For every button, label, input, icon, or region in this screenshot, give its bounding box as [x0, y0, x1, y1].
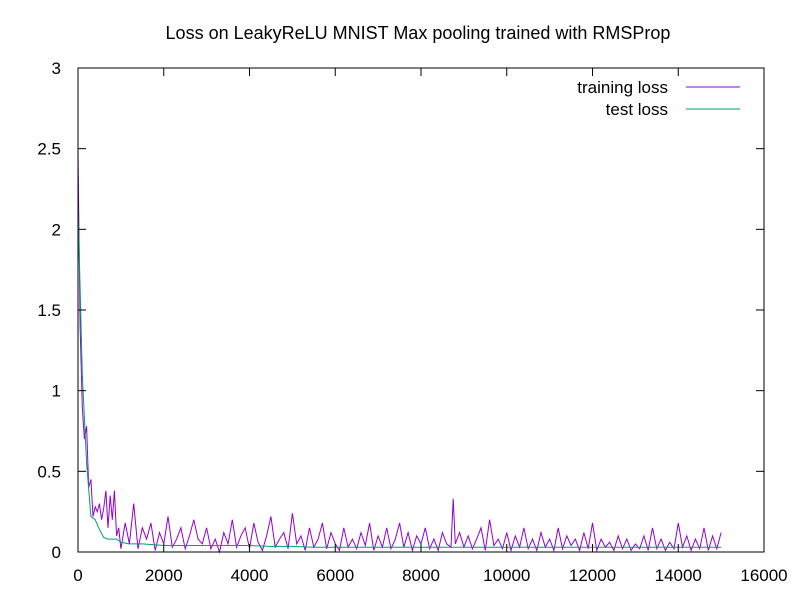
y-tick-label: 0: [52, 543, 61, 562]
plot-frame: [77, 67, 765, 553]
x-tick-label: 2000: [145, 566, 183, 585]
series-line-test-loss: [77, 205, 722, 548]
x-tick-label: 14000: [655, 566, 702, 585]
y-tick-label: 3: [52, 59, 61, 78]
x-tick-label: 6000: [316, 566, 354, 585]
series-line-training-loss: [77, 151, 722, 554]
x-tick-label: 4000: [231, 566, 269, 585]
legend-label: training loss: [577, 78, 668, 97]
legend-label: test loss: [606, 100, 668, 119]
x-axis: 0 2000 4000 6000 8000 10000 12000 14000 16000: [73, 68, 788, 585]
y-tick-label: 2.5: [37, 140, 61, 159]
legend: training loss test loss: [577, 78, 740, 119]
y-axis: 0 0.5 1 1.5 2 2.5 3: [37, 59, 764, 562]
plot-area: [77, 151, 722, 554]
y-tick-label: 1.5: [37, 301, 61, 320]
y-tick-label: 2: [52, 220, 61, 239]
y-tick-label: 0.5: [37, 462, 61, 481]
x-tick-label: 8000: [402, 566, 440, 585]
chart-title: Loss on LeakyReLU MNIST Max pooling trai…: [166, 23, 671, 43]
y-tick-label: 1: [52, 382, 61, 401]
x-tick-label: 10000: [483, 566, 530, 585]
x-tick-label: 16000: [740, 566, 787, 585]
x-tick-label: 0: [73, 566, 82, 585]
x-tick-label: 12000: [569, 566, 616, 585]
